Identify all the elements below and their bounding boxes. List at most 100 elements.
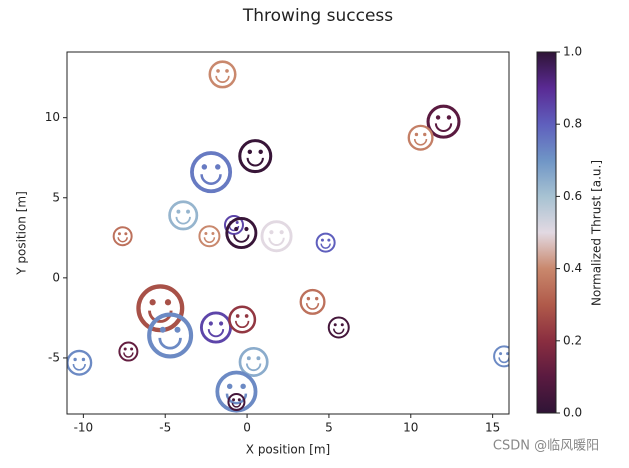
smiley-ring <box>260 220 293 253</box>
smiley-ring <box>238 139 273 174</box>
smiley-eye <box>246 356 251 361</box>
smiley-eye <box>216 69 220 73</box>
smiley-eye <box>340 323 344 327</box>
smiley-ring <box>227 392 246 411</box>
smiley-mouth <box>228 225 240 232</box>
smiley-ring <box>136 284 185 333</box>
y-tick-label: 5 <box>52 190 60 204</box>
smiley-eye <box>244 314 249 318</box>
smiley-mouth <box>207 328 225 338</box>
smiley-eye <box>226 383 233 390</box>
colorbar-tick-label: 0.2 <box>563 333 582 347</box>
smiley-marker <box>315 232 336 253</box>
smiley-marker <box>168 200 199 231</box>
smiley-eye <box>186 209 190 214</box>
smiley-mouth <box>123 352 134 358</box>
smiley-mouth <box>498 357 509 364</box>
smiley-mouth <box>434 123 453 132</box>
smiley-eye <box>306 296 311 301</box>
smiley-eye <box>435 115 441 120</box>
smiley-ring <box>118 341 139 362</box>
smiley-mouth <box>233 234 250 243</box>
smiley-mouth <box>246 157 264 167</box>
smiley-eye <box>333 323 337 327</box>
smiley-eye <box>279 230 284 235</box>
smiley-eye <box>124 232 128 236</box>
smiley-eye <box>235 314 240 318</box>
smiley-ring <box>190 151 233 194</box>
smiley-ring <box>198 225 221 248</box>
smiley-ring <box>299 288 326 315</box>
smiley-marker <box>227 392 246 411</box>
smiley-ring <box>238 346 269 377</box>
smiley-ring <box>426 104 461 139</box>
smiley-mouth <box>225 393 248 405</box>
smiley-mouth <box>200 174 222 185</box>
chart-title: Throwing success <box>242 6 393 26</box>
smiley-marker <box>67 349 93 376</box>
smiley-ring <box>199 311 232 344</box>
smiley-ring <box>407 124 434 151</box>
smiley-mouth <box>117 237 128 243</box>
smiley-mouth <box>305 303 320 310</box>
smiley-eye <box>211 231 215 235</box>
smiley-marker <box>215 370 258 413</box>
smiley-marker <box>147 312 194 359</box>
smiley-eye <box>149 299 156 306</box>
plot-points <box>67 60 509 413</box>
smiley-ring <box>112 226 133 247</box>
y-tick-label: 0 <box>52 270 60 284</box>
smiley-eye <box>446 115 452 120</box>
smiley-eye <box>244 226 249 232</box>
smiley-ring <box>67 349 93 376</box>
colorbar-tick-label: 0.6 <box>563 189 582 203</box>
smiley-marker <box>199 311 232 344</box>
smiley-eye <box>315 296 319 301</box>
smiley-eye <box>320 238 324 242</box>
smiley-ring <box>228 305 257 334</box>
smiley-marker <box>225 217 258 250</box>
smiley-eye <box>73 357 77 362</box>
y-tick-label: -5 <box>48 350 60 364</box>
y-tick-label: 10 <box>45 110 60 124</box>
smiley-mouth <box>72 363 86 371</box>
colorbar-tick-label: 0.0 <box>563 406 582 420</box>
smiley-mouth <box>413 138 428 146</box>
smiley-marker <box>190 151 233 194</box>
smiley-mouth <box>215 75 230 83</box>
colorbar-tick-label: 1.0 <box>563 45 582 59</box>
smiley-eye <box>269 230 274 235</box>
smiley-marker <box>299 288 326 315</box>
smiley-marker <box>260 220 293 253</box>
smiley-marker <box>198 225 221 248</box>
x-tick-label: 15 <box>485 421 500 435</box>
smiley-eye <box>204 231 208 235</box>
smiley-eye <box>499 352 503 356</box>
colorbar-tick-label: 0.8 <box>563 117 582 131</box>
smiley-ring <box>493 345 509 368</box>
smiley-eye <box>159 326 166 333</box>
x-tick-label: 5 <box>325 421 333 435</box>
smiley-ring <box>327 316 350 339</box>
smiley-eye <box>423 132 427 137</box>
smiley-eye <box>123 347 127 351</box>
smiley-ring <box>147 312 194 359</box>
smiley-eye <box>164 299 172 306</box>
smiley-eye <box>256 356 261 361</box>
smiley-eye <box>225 69 229 73</box>
x-tick-label: 0 <box>243 421 251 435</box>
smiley-mouth <box>203 237 216 243</box>
smiley-eye <box>237 398 241 402</box>
x-tick-label: 10 <box>403 421 418 435</box>
smiley-ring <box>225 217 258 250</box>
smiley-mouth <box>235 320 250 329</box>
smiley-marker <box>118 341 139 362</box>
smiley-ring <box>215 370 258 413</box>
smiley-eye <box>232 398 236 402</box>
x-axis-label: X position [m] <box>246 443 330 457</box>
smiley-eye <box>201 164 208 170</box>
colorbar-label: Normalized Thrust [a.u.] <box>590 160 604 306</box>
smiley-ring <box>315 232 336 253</box>
smiley-eye <box>130 347 134 351</box>
smiley-eye <box>235 220 239 224</box>
